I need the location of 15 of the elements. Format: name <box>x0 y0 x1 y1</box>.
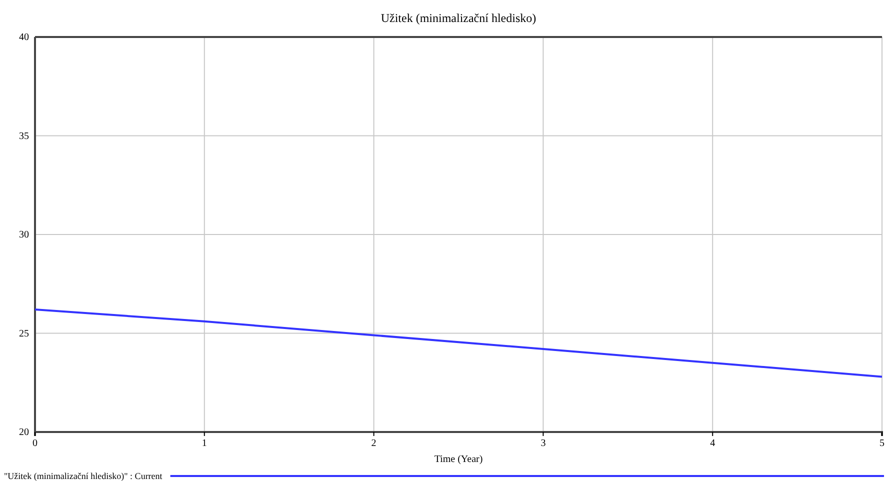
x-tick-label: 3 <box>540 438 546 450</box>
line-series <box>34 308 883 378</box>
x-tick-label: 1 <box>202 438 207 450</box>
x-tick-label: 4 <box>710 438 716 450</box>
x-axis-title: Time (Year) <box>434 454 483 465</box>
y-tick-label: 35 <box>19 130 29 142</box>
y-tick-label: 40 <box>19 32 29 44</box>
chart-title: Užitek (minimalizační hledisko) <box>380 11 536 25</box>
x-tick-label: 0 <box>32 438 38 450</box>
text: "Užitek (minimalizační hledisko)" : Current <box>4 471 163 481</box>
y-tick-label: 25 <box>19 328 29 340</box>
x-tick-label: 2 <box>371 438 376 450</box>
y-tick-label: 20 <box>19 427 29 438</box>
x-tick-label: 5 <box>880 438 884 450</box>
y-tick-label: 30 <box>19 230 29 241</box>
